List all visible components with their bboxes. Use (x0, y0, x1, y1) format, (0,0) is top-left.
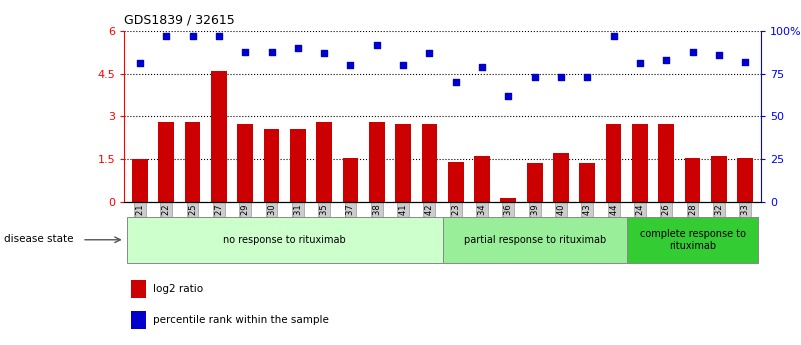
Point (660, 57, 673, 63)
Point (739, 59, 751, 65)
Point (344, 62, 357, 68)
Bar (685, 158, 700, 202)
Text: log2 ratio: log2 ratio (153, 284, 203, 294)
Bar (159, 122, 174, 202)
Bar (132, 159, 148, 202)
FancyBboxPatch shape (626, 217, 759, 263)
Bar (421, 124, 437, 202)
Point (502, 93, 515, 99)
Bar (185, 122, 200, 202)
Point (265, 49, 278, 54)
Point (449, 80, 462, 85)
Bar (237, 124, 253, 202)
FancyBboxPatch shape (442, 217, 626, 263)
Bar (448, 162, 464, 202)
Bar (632, 124, 648, 202)
Point (318, 50, 331, 56)
Bar (711, 156, 727, 202)
FancyBboxPatch shape (127, 217, 442, 263)
Point (607, 33, 620, 39)
Bar (606, 124, 622, 202)
Bar (131, 311, 147, 329)
Point (712, 52, 725, 58)
Text: percentile rank within the sample: percentile rank within the sample (153, 315, 328, 325)
Point (554, 75, 567, 80)
Bar (579, 164, 595, 202)
Text: no response to rituximab: no response to rituximab (223, 235, 346, 245)
Bar (737, 158, 753, 202)
Point (212, 33, 225, 39)
Point (581, 75, 594, 80)
Bar (474, 156, 490, 202)
Bar (527, 164, 542, 202)
Point (370, 42, 383, 48)
Text: complete response to
rituximab: complete response to rituximab (639, 229, 746, 250)
Bar (290, 129, 306, 202)
Bar (658, 124, 674, 202)
Point (528, 75, 541, 80)
Text: GDS1839 / 32615: GDS1839 / 32615 (124, 14, 235, 27)
Bar (131, 280, 147, 298)
Bar (369, 122, 384, 202)
Point (423, 50, 436, 56)
Text: partial response to rituximab: partial response to rituximab (464, 235, 606, 245)
Bar (211, 71, 227, 202)
Point (686, 49, 699, 54)
Bar (264, 129, 280, 202)
Point (239, 49, 252, 54)
Point (634, 61, 646, 66)
Point (186, 33, 199, 39)
Point (160, 33, 173, 39)
Bar (316, 122, 332, 202)
Bar (553, 154, 569, 202)
Bar (501, 198, 516, 202)
Point (292, 45, 304, 51)
Point (396, 62, 409, 68)
Text: disease state: disease state (4, 234, 74, 244)
Point (134, 61, 147, 66)
Bar (395, 124, 411, 202)
Bar (343, 158, 358, 202)
Point (476, 64, 489, 70)
